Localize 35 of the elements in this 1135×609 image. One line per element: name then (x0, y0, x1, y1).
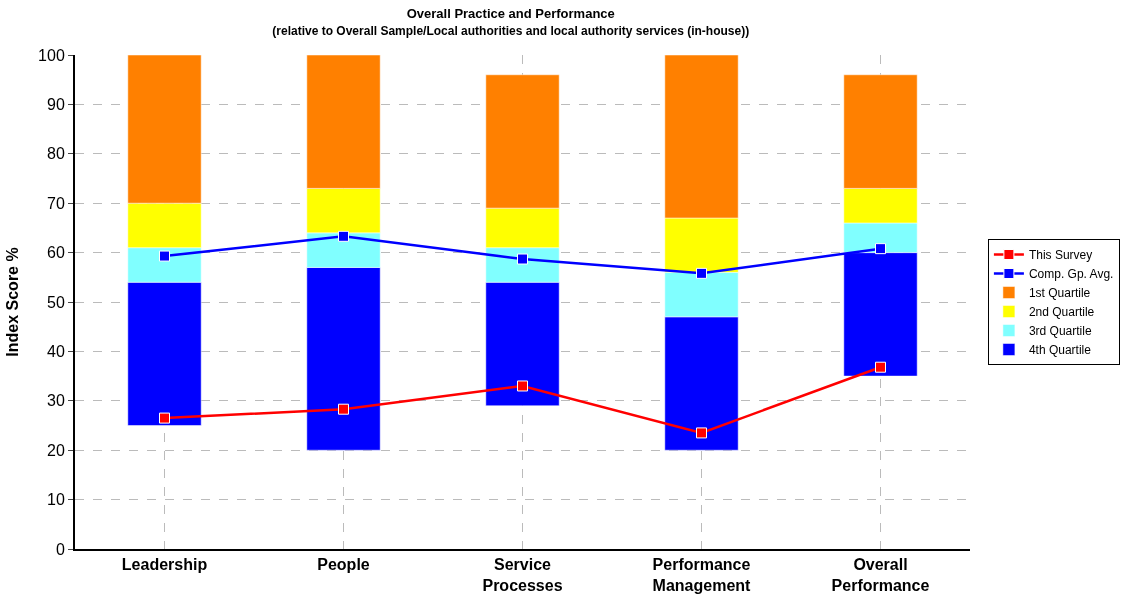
legend-label: Comp. Gp. Avg. (1028, 267, 1114, 282)
y-tick-label: 60 (47, 244, 65, 262)
point (875, 243, 886, 255)
legend-label: 4th Quartile (1028, 343, 1092, 358)
point (338, 403, 349, 415)
point (159, 412, 170, 424)
point (696, 267, 707, 279)
point (517, 253, 528, 265)
point (696, 427, 707, 439)
chart-subtitle: (relative to Overall Sample/Local authorities and local authority services (in-house)) (272, 24, 750, 39)
x-tick-label: Overall Performance (831, 556, 930, 594)
y-tick-label: 0 (55, 540, 65, 558)
point (875, 361, 886, 373)
y-tick-label: 100 (38, 46, 65, 64)
x-tick-label: Performance Management (652, 556, 752, 594)
y-tick-label: 30 (47, 392, 65, 410)
x-tick-label: Leadership (121, 556, 208, 574)
point (159, 250, 170, 262)
y-tick-label: 20 (47, 441, 65, 459)
y-axis-title: Index Score % (4, 247, 22, 357)
x-tick-label: People (317, 556, 370, 574)
legend-label: 2nd Quartile (1028, 305, 1095, 320)
chart-title: Overall Practice and Performance (406, 6, 615, 22)
legend-label: 1st Quartile (1028, 286, 1091, 301)
legend-label: 3rd Quartile (1028, 324, 1092, 339)
y-tick-label: 10 (47, 491, 65, 509)
legend-label: This Survey (1028, 248, 1093, 263)
y-tick-label: 70 (47, 194, 65, 212)
y-tick-label: 50 (47, 293, 65, 311)
point (338, 230, 349, 242)
y-tick-label: 90 (47, 96, 65, 113)
point (517, 380, 528, 392)
y-tick-label: 40 (47, 343, 65, 360)
x-tick-label: Service Processes (482, 556, 563, 594)
y-tick-label: 80 (47, 145, 65, 163)
